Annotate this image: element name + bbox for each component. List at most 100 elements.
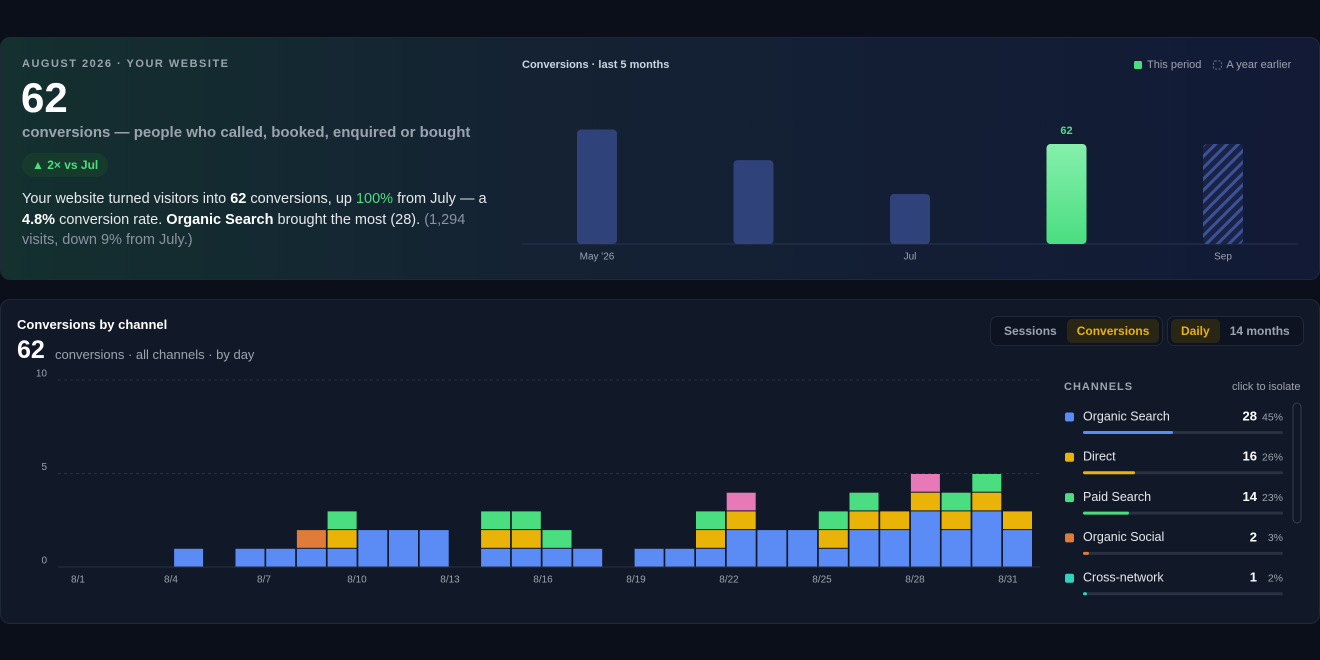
summary-segment: (1,294 visits, down 9% from July.) [22, 211, 466, 249]
x-tick-label: 8/10 [347, 575, 367, 586]
share-track [1083, 511, 1283, 515]
tab[interactable]: Conversions [1066, 319, 1160, 343]
bar-segment [174, 548, 204, 567]
bar [890, 194, 930, 244]
bar-segment [511, 530, 541, 548]
channel-dot [1065, 452, 1074, 462]
bar-segment [634, 548, 664, 567]
share-bar [1083, 431, 1173, 434]
channel-dot [1065, 412, 1074, 422]
range-tabs: Daily 14 months [1167, 316, 1304, 346]
bar-segment [849, 492, 879, 511]
channel-card [0, 299, 1320, 624]
share-bar [1083, 551, 1089, 555]
share-bar [1083, 471, 1135, 475]
headline-value: 62 [21, 74, 68, 121]
bar [733, 160, 774, 244]
bar-segment [972, 474, 1002, 492]
bar-segment [818, 511, 848, 530]
bar-segment [849, 511, 879, 530]
channel-dot [1065, 573, 1074, 583]
bar-segment [1003, 511, 1032, 530]
bar-segment [726, 530, 756, 567]
x-tick-label: May '26 [580, 252, 615, 263]
bar-segment [696, 530, 725, 548]
bar-segment [542, 548, 572, 567]
x-tick-label: Jul [904, 252, 917, 263]
x-tick-label: 8/22 [719, 575, 739, 586]
share-bar [1083, 592, 1087, 596]
summary-card [0, 37, 1320, 280]
channel-name[interactable]: Organic Search [1083, 409, 1170, 423]
summary-segment: 4.8% [22, 211, 56, 228]
bar-segment [266, 548, 296, 567]
channel-share: 45% [1262, 411, 1283, 423]
bar [1203, 144, 1243, 244]
x-tick-label: Sep [1214, 252, 1232, 263]
channel-name[interactable]: Direct [1083, 450, 1116, 464]
bar-segment [542, 530, 572, 548]
bar-segment [726, 511, 756, 530]
summary-segment: conversions, up [246, 191, 356, 207]
channel-name[interactable]: Organic Social [1083, 530, 1164, 544]
change-badge: ▲ 2× vs Jul [22, 153, 109, 177]
channel-share: 2% [1268, 572, 1283, 584]
channel-share: 26% [1262, 452, 1283, 464]
x-tick-label: 8/19 [626, 575, 646, 586]
panel-caption: conversions · all channels · by day [55, 347, 255, 362]
summary-segment: conversion rate. [55, 211, 167, 228]
summary-text: Your website turned visitors into 62 con… [22, 189, 492, 251]
bar-segment [910, 474, 940, 492]
bar-segment [327, 548, 357, 567]
bar-segment [941, 530, 971, 567]
x-tick-label: 8/31 [998, 575, 1018, 586]
bar-segment [235, 548, 265, 567]
y-tick-label: 0 [41, 556, 47, 567]
bar-segment [481, 511, 511, 530]
x-tick-label: 8/1 [71, 575, 85, 586]
tab[interactable]: Sessions [1004, 324, 1057, 338]
bar-segment [696, 511, 725, 530]
channel-value: 14 [1243, 489, 1258, 504]
channel-name[interactable]: Paid Search [1083, 490, 1151, 504]
bar-segment [910, 511, 940, 567]
share-track [1083, 551, 1283, 555]
tab[interactable]: Daily [1171, 319, 1220, 343]
summary-segment: brought the most (28). [273, 211, 421, 228]
bar [577, 129, 617, 244]
x-tick-label: 8/7 [257, 575, 271, 586]
bar-segment [788, 530, 818, 567]
bar-segment [818, 548, 848, 567]
x-tick-label: 8/4 [164, 575, 178, 586]
bar-segment [880, 511, 910, 530]
channel-share: 23% [1262, 492, 1283, 504]
channel-dot [1065, 533, 1074, 543]
x-tick-label: 8/28 [905, 575, 925, 586]
channel-dot [1065, 493, 1074, 503]
summary-segment: 62 [230, 191, 247, 207]
channels-heading: CHANNELS [1064, 381, 1134, 393]
channel-share: 3% [1268, 532, 1283, 544]
share-bar [1083, 511, 1129, 515]
bar-segment [726, 492, 756, 511]
summary-segment: Your website turned visitors into [22, 191, 231, 207]
bar-segment [972, 492, 1002, 511]
bar-segment [481, 530, 511, 548]
summary-segment: from July — a [393, 191, 487, 207]
legend-swatch [1212, 60, 1222, 70]
bar-segment [296, 548, 326, 567]
bar-segment [910, 492, 940, 511]
chart-title: Conversions · last 5 months [522, 59, 669, 71]
tab[interactable]: 14 months [1229, 324, 1290, 338]
bar-segment [941, 511, 971, 530]
bar-segment [696, 548, 725, 567]
bar-segment [327, 511, 357, 530]
channel-name[interactable]: Cross-network [1083, 570, 1164, 584]
bar-segment [327, 530, 357, 548]
bar-segment [296, 530, 326, 548]
scrollbar [1292, 402, 1302, 524]
data-label: 62 [1060, 125, 1072, 137]
bar-segment [941, 492, 971, 511]
bar-segment [880, 530, 910, 567]
